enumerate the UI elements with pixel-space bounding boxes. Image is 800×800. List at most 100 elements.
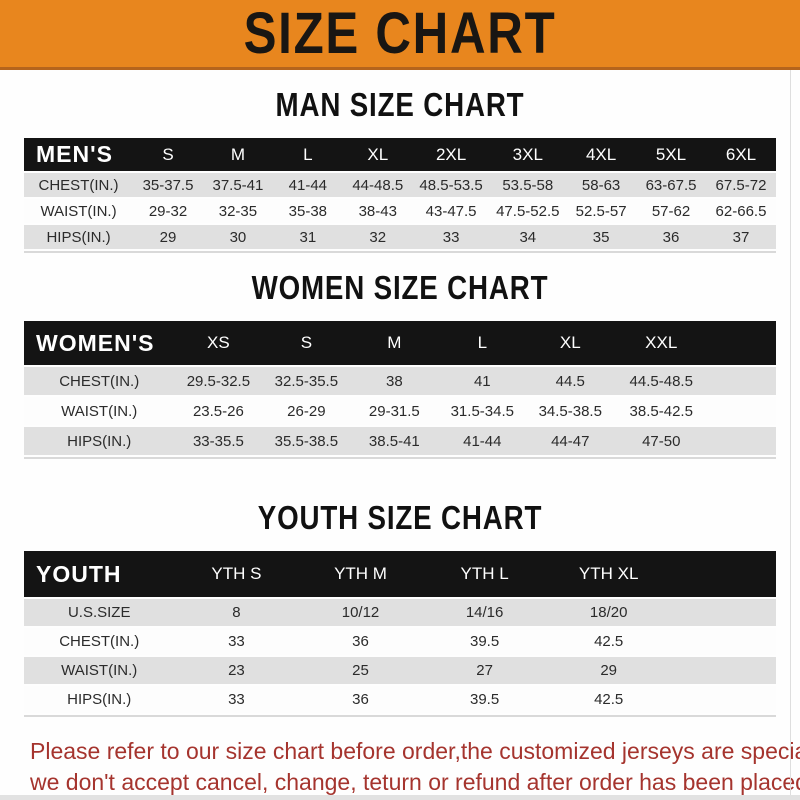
men-size-table: MEN'S S M L XL 2XL 3XL 4XL 5XL 6XL CHEST…	[24, 136, 776, 253]
men-table-label: MEN'S	[24, 138, 134, 171]
column-header: XL	[342, 138, 413, 171]
table-cell: 38-43	[342, 199, 413, 223]
table-cell: 39.5	[422, 686, 547, 713]
row-label: HIPS(IN.)	[24, 225, 134, 249]
row-label: HIPS(IN.)	[24, 427, 175, 455]
table-row: CHEST(IN.) 33 36 39.5 42.5	[24, 628, 776, 655]
table-cell: 53.5-58	[489, 173, 567, 197]
men-header-row: MEN'S S M L XL 2XL 3XL 4XL 5XL 6XL	[24, 138, 776, 171]
bottom-edge-divider	[0, 795, 800, 800]
table-cell: 58-63	[566, 173, 637, 197]
table-cell: 62-66.5	[705, 199, 776, 223]
column-header: 3XL	[489, 138, 567, 171]
column-header: YTH M	[298, 551, 423, 597]
section-title-men: MAN SIZE CHART	[275, 86, 525, 123]
filler-cell	[670, 599, 776, 626]
table-row: WAIST(IN.) 29-32 32-35 35-38 38-43 43-47…	[24, 199, 776, 223]
women-table-label: WOMEN'S	[24, 321, 175, 365]
table-cell: 25	[298, 657, 423, 684]
table-cell: 8	[174, 599, 299, 626]
table-cell: 29-32	[133, 199, 203, 223]
filler-cell	[708, 367, 776, 395]
table-row: WAIST(IN.) 23.5-26 26-29 29-31.5 31.5-34…	[24, 397, 776, 425]
column-header: 5XL	[636, 138, 706, 171]
column-header: S	[133, 138, 203, 171]
table-cell: 42.5	[546, 686, 671, 713]
table-cell: 29	[133, 225, 203, 249]
table-cell: 42.5	[546, 628, 671, 655]
disclaimer-line-1: Please refer to our size chart before or…	[30, 738, 800, 764]
table-cell: 14/16	[422, 599, 547, 626]
row-label: U.S.SIZE	[24, 599, 175, 626]
table-cell: 31	[272, 225, 343, 249]
column-header: L	[438, 321, 527, 365]
table-cell: 52.5-57	[566, 199, 637, 223]
table-cell: 44-48.5	[342, 173, 413, 197]
column-header: 6XL	[705, 138, 776, 171]
table-cell: 29-31.5	[350, 397, 439, 425]
table-cell: 37.5-41	[202, 173, 273, 197]
filler-cell	[708, 397, 776, 425]
table-cell: 30	[202, 225, 273, 249]
column-header: XXL	[614, 321, 709, 365]
table-cell: 32	[342, 225, 413, 249]
table-row: CHEST(IN.) 29.5-32.5 32.5-35.5 38 41 44.…	[24, 367, 776, 395]
table-cell: 38.5-42.5	[614, 397, 709, 425]
column-header: 4XL	[566, 138, 637, 171]
column-header: M	[202, 138, 273, 171]
row-label: HIPS(IN.)	[24, 686, 175, 713]
filler-cell	[670, 686, 776, 713]
column-header: XS	[174, 321, 263, 365]
filler-cell	[670, 551, 776, 597]
table-cell: 36	[636, 225, 706, 249]
column-header: L	[272, 138, 343, 171]
right-edge-divider	[790, 70, 791, 795]
table-cell: 63-67.5	[636, 173, 706, 197]
table-cell: 48.5-53.5	[412, 173, 490, 197]
table-cell: 31.5-34.5	[438, 397, 527, 425]
table-cell: 35-37.5	[133, 173, 203, 197]
table-cell: 32.5-35.5	[262, 367, 351, 395]
filler-cell	[670, 657, 776, 684]
disclaimer-line-2: we don't accept cancel, change, teturn o…	[30, 769, 800, 795]
table-cell: 38.5-41	[350, 427, 439, 455]
page-title: SIZE CHART	[243, 0, 557, 66]
youth-header-row: YOUTH YTH S YTH M YTH L YTH XL	[24, 551, 776, 597]
table-cell: 29	[546, 657, 671, 684]
table-cell: 41-44	[272, 173, 343, 197]
table-cell: 29.5-32.5	[174, 367, 263, 395]
table-row: U.S.SIZE 8 10/12 14/16 18/20	[24, 599, 776, 626]
youth-table-label: YOUTH	[24, 551, 175, 597]
column-header: XL	[526, 321, 615, 365]
table-row: HIPS(IN.) 33-35.5 35.5-38.5 38.5-41 41-4…	[24, 427, 776, 455]
women-header-row: WOMEN'S XS S M L XL XXL	[24, 321, 776, 365]
banner: SIZE CHART	[0, 0, 800, 70]
youth-size-table: YOUTH YTH S YTH M YTH L YTH XL U.S.SIZE …	[24, 549, 776, 717]
column-header: 2XL	[412, 138, 490, 171]
table-cell: 37	[705, 225, 776, 249]
table-cell: 57-62	[636, 199, 706, 223]
row-label: CHEST(IN.)	[24, 173, 134, 197]
row-label: CHEST(IN.)	[24, 367, 175, 395]
column-header: YTH S	[174, 551, 299, 597]
table-cell: 33	[174, 628, 299, 655]
table-row: HIPS(IN.) 29 30 31 32 33 34 35 36 37	[24, 225, 776, 249]
table-cell: 43-47.5	[412, 199, 490, 223]
table-cell: 33-35.5	[174, 427, 263, 455]
table-cell: 34	[489, 225, 567, 249]
table-cell: 23	[174, 657, 299, 684]
row-label: CHEST(IN.)	[24, 628, 175, 655]
table-cell: 44-47	[526, 427, 615, 455]
table-cell: 35	[566, 225, 637, 249]
filler-cell	[708, 321, 776, 365]
table-cell: 18/20	[546, 599, 671, 626]
column-header: YTH XL	[546, 551, 671, 597]
table-cell: 41	[438, 367, 527, 395]
table-cell: 44.5	[526, 367, 615, 395]
table-cell: 10/12	[298, 599, 423, 626]
women-size-table: WOMEN'S XS S M L XL XXL CHEST(IN.) 29.5-…	[24, 319, 776, 459]
table-row: HIPS(IN.) 33 36 39.5 42.5	[24, 686, 776, 713]
section-title-women: WOMEN SIZE CHART	[251, 269, 549, 306]
table-cell: 33	[412, 225, 490, 249]
